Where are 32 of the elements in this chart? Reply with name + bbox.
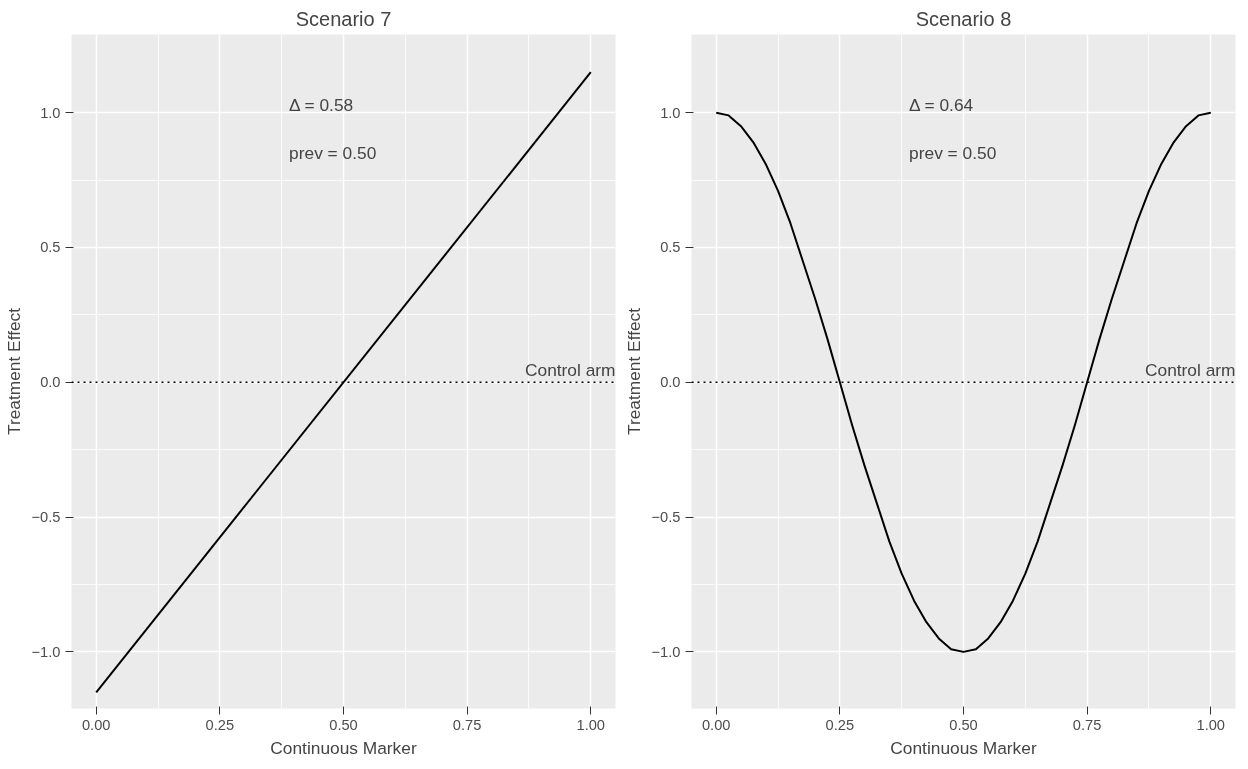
ref-line-label: Control arm	[1144, 360, 1236, 381]
y-tick-label: 0.0	[660, 374, 681, 391]
chart-title: Scenario 8	[915, 7, 1012, 30]
x-tick-label: 1.00	[576, 716, 606, 733]
x-tick-label: 0.25	[205, 716, 235, 733]
y-tick-label: 0.0	[40, 374, 61, 391]
x-tick-label: 0.50	[329, 716, 358, 733]
x-tick-label: 0.50	[949, 716, 978, 733]
y-tick-label: 1.0	[40, 104, 61, 121]
annotation: Δ = 0.58	[289, 94, 354, 115]
annotation: prev = 0.50	[289, 142, 377, 163]
x-axis-title: Continuous Marker	[890, 737, 1037, 758]
x-tick-label: 0.00	[81, 716, 111, 733]
y-tick-label: −0.5	[31, 509, 61, 526]
y-tick-label: −1.0	[31, 643, 61, 660]
y-tick-label: 0.5	[660, 239, 681, 256]
annotation: Δ = 0.64	[909, 94, 974, 115]
x-tick-label: 1.00	[1196, 716, 1226, 733]
x-tick-label: 0.00	[701, 716, 731, 733]
ref-line-label: Control arm	[524, 360, 616, 381]
annotation: prev = 0.50	[909, 142, 997, 163]
x-tick-label: 0.75	[452, 716, 482, 733]
x-tick-label: 0.25	[825, 716, 855, 733]
y-tick-label: −1.0	[651, 643, 681, 660]
x-axis-title: Continuous Marker	[270, 737, 417, 758]
y-axis-title: Treatment Effect	[623, 307, 644, 436]
y-tick-label: 0.5	[40, 239, 61, 256]
y-axis-title: Treatment Effect	[3, 307, 24, 436]
y-tick-label: 1.0	[660, 104, 681, 121]
y-tick-label: −0.5	[651, 509, 681, 526]
chart-title: Scenario 7	[295, 7, 392, 30]
x-tick-label: 0.75	[1072, 716, 1102, 733]
